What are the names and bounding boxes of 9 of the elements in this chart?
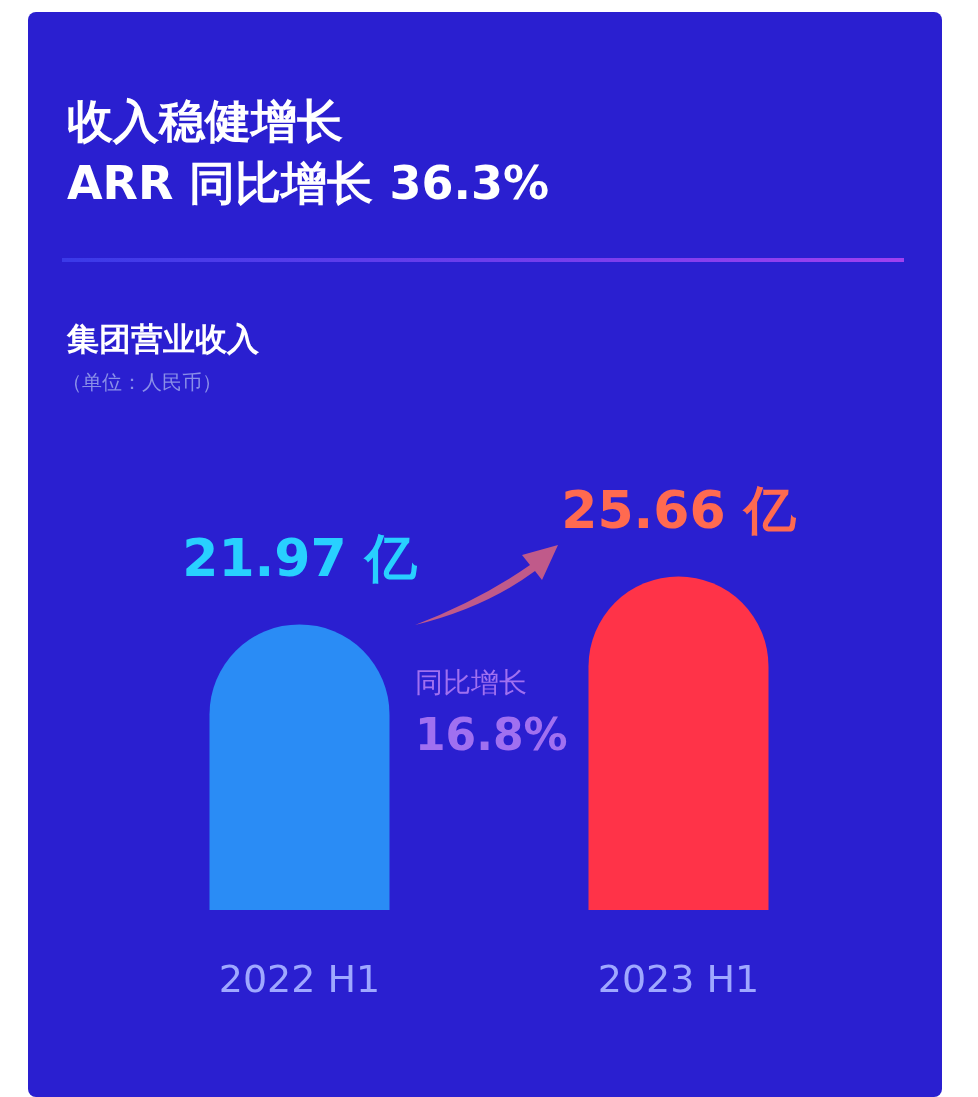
text: （单位：人民币） bbox=[62, 370, 222, 394]
data-label: 25.66 亿 bbox=[561, 480, 797, 541]
annotation: 同比增长 bbox=[415, 665, 527, 699]
x-tick-label: 2023 H1 bbox=[597, 957, 760, 1001]
annotation: 16.8% bbox=[415, 708, 568, 760]
x-tick-label: 2022 H1 bbox=[218, 957, 381, 1001]
chart-title: 收入稳健增长 ARR 同比增长 36.3% bbox=[67, 94, 550, 210]
data-label: 21.97 亿 bbox=[182, 528, 418, 589]
chart-subtitle: 集团营业收入 bbox=[66, 320, 260, 358]
